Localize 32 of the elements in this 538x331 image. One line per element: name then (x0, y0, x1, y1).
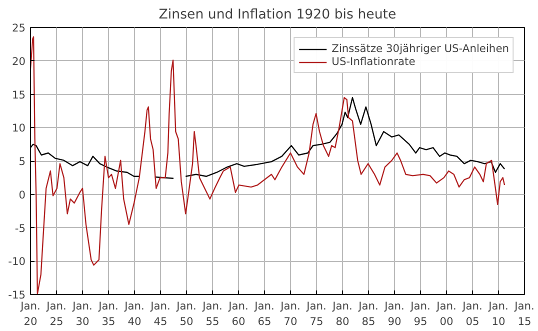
x-tick-label: Jan. 80 (332, 300, 352, 328)
y-tick-label: -15 (8, 288, 26, 302)
x-tick-label: Jan. 40 (124, 300, 144, 328)
x-tick-label: Jan. 05 (462, 300, 482, 328)
x-tick-label: Jan. 55 (202, 300, 222, 328)
y-tick-label: 10 (12, 122, 26, 135)
x-tick-label: Jan. 20 (20, 300, 40, 328)
x-tick-label: Jan. 25 (46, 300, 66, 328)
y-tick-label: -5 (14, 222, 26, 235)
x-tick-label: Jan. 65 (254, 300, 274, 328)
y-tick-label: 15 (12, 88, 26, 102)
x-tick-label: Jan. 50 (176, 300, 196, 328)
x-tick-label: Jan. 45 (150, 300, 170, 328)
x-tick-label: Jan. 00 (436, 300, 456, 328)
legend-label: US-Inflationrate (332, 55, 416, 68)
y-tick-label: 5 (18, 155, 26, 168)
x-tick-label: Jan. 85 (358, 300, 378, 328)
chart-title: Zinsen und Inflation 1920 bis heute (158, 8, 396, 22)
x-tick-label: Jan. 10 (488, 300, 508, 328)
x-tick-label: Jan. 35 (98, 300, 118, 328)
y-tick-label: 0 (18, 188, 26, 202)
x-tick-label: Jan. 30 (72, 300, 92, 328)
legend-label: Zinssätze 30jähriger US-Anleihen (332, 42, 509, 55)
x-tick-label: Jan. 60 (228, 300, 248, 328)
x-tick-label: Jan. 95 (410, 300, 430, 328)
x-tick-label: Jan. 15 (514, 300, 534, 328)
x-tick-label: Jan. 90 (384, 300, 404, 328)
y-tick-label: 20 (12, 54, 26, 68)
x-tick-label: Jan. 70 (280, 300, 300, 328)
x-tick-label: Jan. 75 (306, 300, 326, 328)
y-tick-label: -10 (8, 255, 26, 268)
y-tick-label: 25 (12, 22, 26, 34)
